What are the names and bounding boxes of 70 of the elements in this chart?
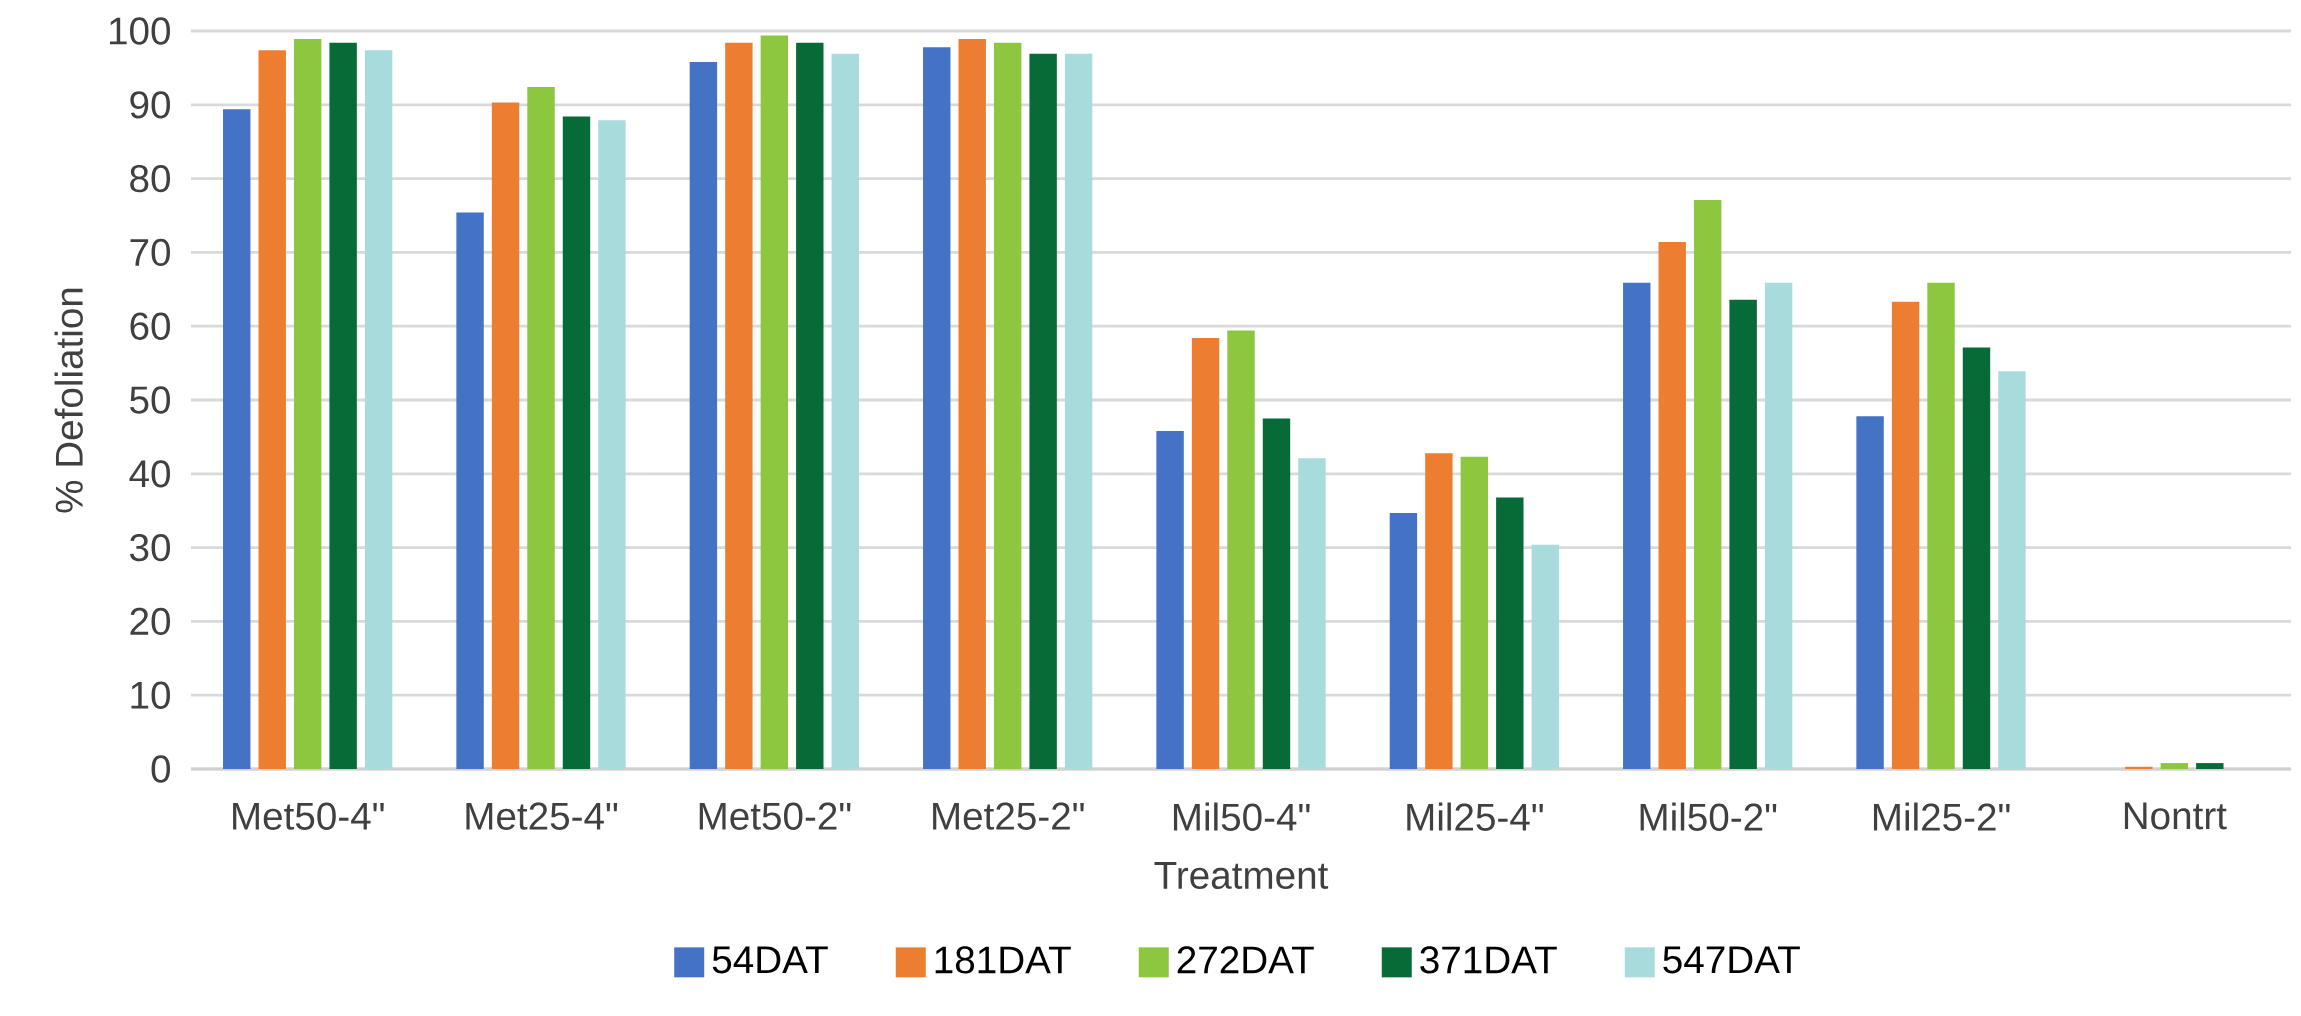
- bar: [223, 109, 251, 769]
- bar: [456, 212, 484, 769]
- bar: [1191, 338, 1220, 769]
- y-tick-label: 100: [109, 17, 170, 45]
- y-tick-label: 90: [130, 91, 170, 119]
- bar: [725, 42, 753, 769]
- x-tick-label: Mil25-2": [1873, 802, 2010, 831]
- bar: [2196, 763, 2224, 769]
- bar: [1227, 330, 1255, 769]
- bar: [796, 42, 824, 769]
- x-tick-label: Met50-2": [699, 802, 851, 830]
- y-tick-label: 40: [129, 460, 170, 488]
- x-tick-label: Mil25-4": [1407, 802, 1543, 831]
- legend-label: 371DAT: [1420, 946, 1557, 974]
- bar: [689, 61, 718, 769]
- bar: [562, 116, 591, 769]
- bar: [1856, 416, 1884, 769]
- bar: [598, 120, 626, 769]
- bar: [1891, 301, 1920, 769]
- bar: [2160, 763, 2189, 769]
- y-tick-label: 20: [130, 607, 170, 636]
- bar: [831, 53, 859, 769]
- y-axis-title: % Defoliation: [54, 288, 83, 513]
- bar: [1729, 299, 1757, 769]
- x-tick-label: Mil50-2": [1640, 802, 1777, 831]
- y-tick-label: 80: [130, 164, 170, 193]
- bar: [1623, 282, 1651, 769]
- x-tick-label: Met50-4": [233, 802, 384, 830]
- bar: [1425, 453, 1453, 769]
- legend-label: 54DAT: [712, 946, 828, 974]
- bar: [2125, 766, 2153, 769]
- bar: [760, 35, 789, 769]
- bar: [1496, 497, 1524, 769]
- y-tick-label: 70: [130, 238, 170, 267]
- bar: [527, 87, 555, 769]
- bar: [958, 39, 986, 769]
- bar: [1531, 544, 1559, 769]
- x-tick-label: Mil50-4": [1173, 802, 1310, 831]
- bar: [993, 42, 1022, 769]
- bar: [1998, 371, 2026, 769]
- bar: [1156, 431, 1184, 769]
- bar: [1764, 282, 1793, 769]
- bar: [1029, 53, 1057, 769]
- y-tick-label: 50: [130, 386, 170, 414]
- bar: [258, 50, 286, 769]
- bar: [1298, 458, 1326, 769]
- legend-label: 272DAT: [1177, 946, 1314, 974]
- y-tick-label: 60: [130, 312, 170, 340]
- y-tick-label: 30: [130, 533, 170, 562]
- bar: [364, 50, 393, 769]
- y-tick-label: 10: [131, 681, 170, 709]
- x-tick-label: Met25-4": [466, 802, 618, 830]
- bar: [1460, 456, 1489, 769]
- bar: [491, 102, 520, 769]
- bar: [329, 42, 357, 769]
- bar: [923, 47, 951, 769]
- bar: [1693, 199, 1722, 769]
- legend-label: 181DAT: [935, 946, 1071, 974]
- bar: [1389, 512, 1418, 769]
- bar: [1262, 418, 1291, 769]
- bar: [1962, 347, 1991, 769]
- bar: [1927, 282, 1955, 769]
- x-tick-label: Nontrt: [2124, 802, 2227, 830]
- x-axis-title: Treatment: [1154, 862, 1329, 890]
- x-tick-label: Met25-2": [933, 802, 1084, 830]
- legend-label: 547DAT: [1663, 946, 1800, 974]
- bar: [1658, 242, 1686, 769]
- bar: [1064, 53, 1093, 769]
- y-tick-label: 0: [151, 755, 171, 783]
- bar: [293, 39, 322, 769]
